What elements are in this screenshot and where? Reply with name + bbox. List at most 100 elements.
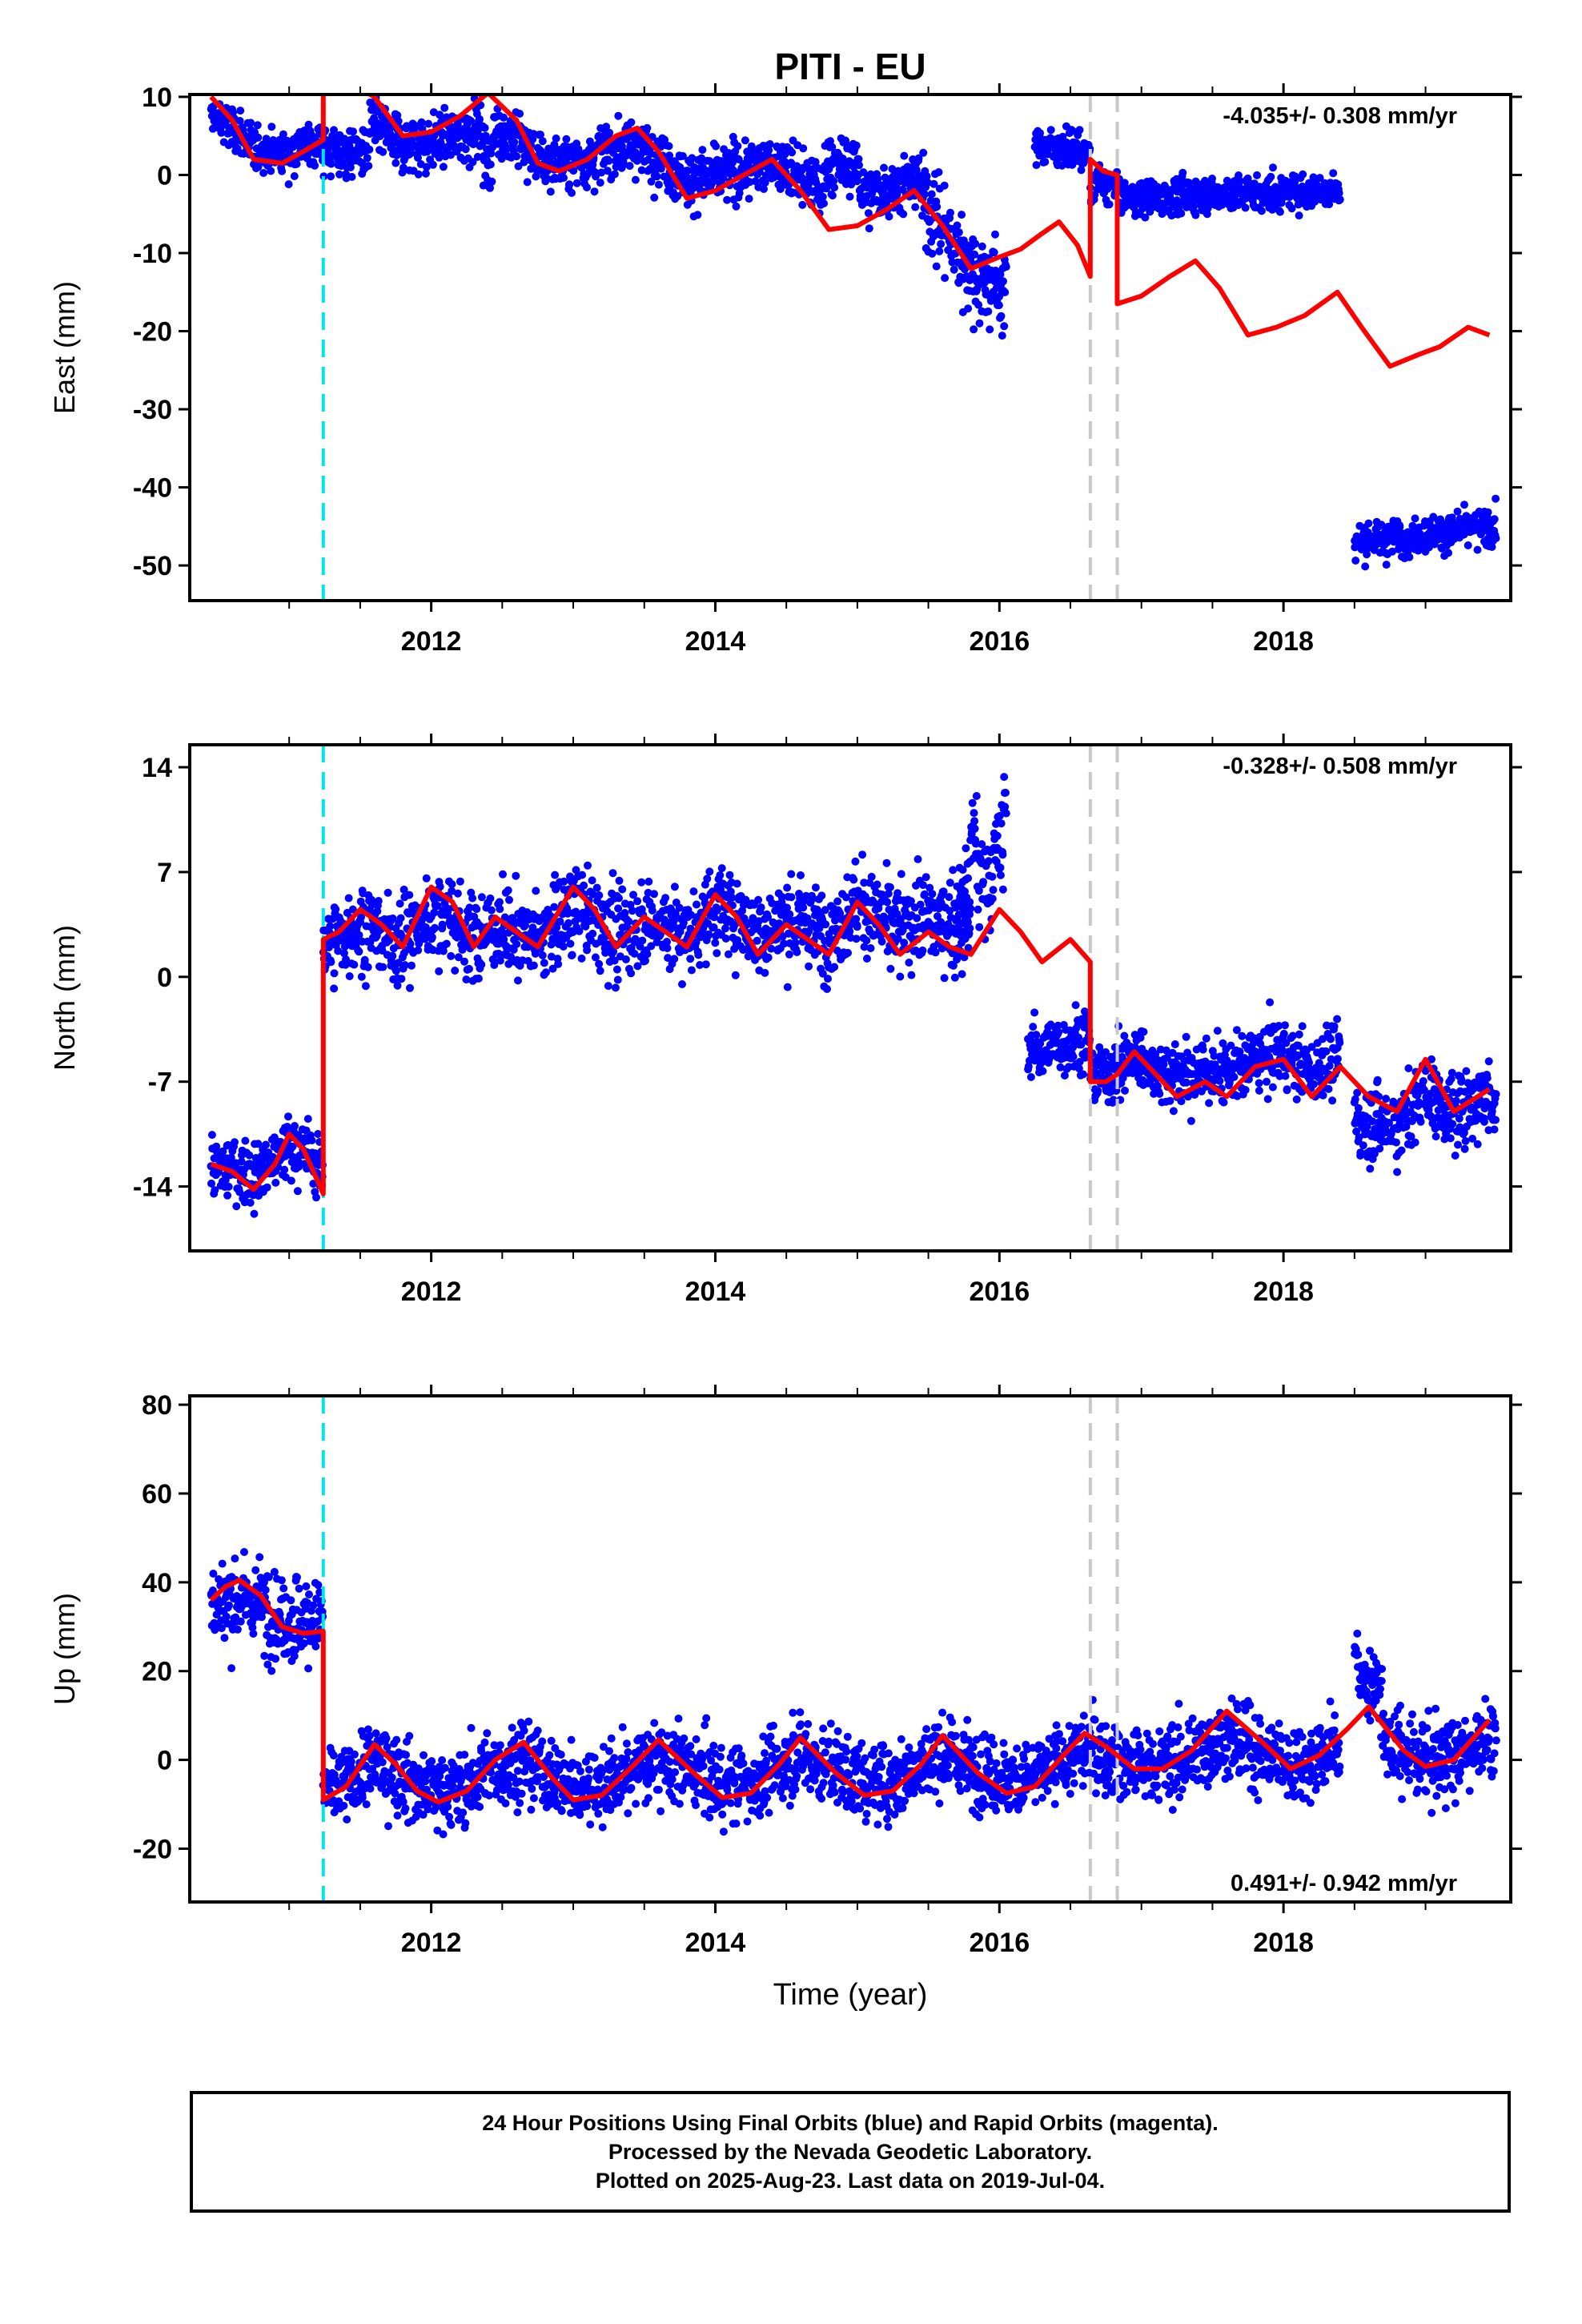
- data-point: [650, 890, 658, 899]
- data-point: [1357, 545, 1366, 554]
- data-point: [945, 893, 954, 902]
- data-point: [724, 950, 733, 959]
- data-point: [232, 1202, 241, 1211]
- data-point: [761, 179, 769, 187]
- data-point: [693, 900, 701, 909]
- data-point: [514, 976, 522, 985]
- data-point: [1361, 562, 1370, 571]
- data-point: [905, 959, 913, 967]
- data-point: [730, 920, 739, 929]
- data-point: [1377, 521, 1386, 529]
- data-point: [1074, 1064, 1083, 1073]
- data-point: [1299, 170, 1307, 179]
- data-point: [367, 901, 376, 909]
- data-point: [994, 301, 1003, 310]
- data-point: [363, 963, 372, 971]
- data-point: [614, 904, 623, 913]
- data-point: [964, 943, 973, 952]
- data-point: [775, 919, 784, 928]
- data-point: [430, 908, 439, 917]
- data-point: [687, 966, 696, 975]
- data-point: [1002, 263, 1010, 271]
- data-point: [811, 158, 820, 167]
- data-point: [326, 922, 335, 931]
- data-point: [921, 873, 930, 882]
- data-point: [975, 319, 984, 328]
- data-point: [1335, 195, 1344, 204]
- data-point: [797, 871, 805, 879]
- data-point: [1118, 1052, 1126, 1061]
- data-point: [436, 111, 444, 119]
- data-point: [964, 874, 973, 883]
- data-point: [361, 982, 370, 991]
- data-point: [1202, 1034, 1211, 1043]
- data-point: [805, 962, 813, 971]
- data-point: [283, 1123, 291, 1131]
- data-point: [852, 141, 861, 150]
- data-point: [538, 137, 547, 146]
- data-point: [1388, 547, 1396, 556]
- data-point: [919, 148, 928, 157]
- data-point: [494, 939, 503, 948]
- data-point: [998, 332, 1006, 340]
- data-point: [988, 872, 997, 881]
- data-point: [852, 935, 861, 943]
- data-point: [217, 128, 226, 137]
- data-point: [1405, 553, 1414, 561]
- data-point: [414, 946, 423, 955]
- data-point: [604, 982, 612, 991]
- data-point: [689, 887, 698, 896]
- data-point: [845, 157, 853, 166]
- data-point: [447, 951, 456, 960]
- data-point: [495, 898, 504, 907]
- data-point: [821, 906, 829, 915]
- data-point: [753, 936, 761, 945]
- data-point: [1263, 1077, 1271, 1086]
- data-point: [564, 919, 573, 927]
- data-point: [330, 984, 339, 993]
- data-point: [931, 948, 940, 957]
- data-point: [723, 195, 732, 204]
- data-point: [760, 185, 768, 193]
- data-point: [447, 151, 455, 159]
- data-point: [259, 169, 268, 177]
- data-point: [972, 792, 981, 800]
- data-point: [958, 866, 967, 875]
- data-point: [516, 110, 524, 118]
- data-point: [974, 905, 982, 914]
- data-point: [862, 955, 871, 963]
- data-point: [978, 242, 986, 251]
- data-point: [379, 147, 387, 156]
- data-point: [665, 142, 673, 151]
- data-point: [560, 877, 568, 886]
- data-point: [687, 911, 696, 919]
- data-point: [799, 903, 808, 912]
- data-point: [631, 175, 640, 184]
- data-point: [349, 127, 357, 136]
- data-point: [818, 969, 827, 978]
- data-point: [897, 870, 905, 879]
- data-point: [1263, 1095, 1272, 1104]
- data-point: [1032, 161, 1041, 170]
- data-point: [487, 906, 496, 915]
- data-point: [963, 898, 972, 907]
- data-point: [785, 910, 794, 919]
- data-point: [767, 944, 776, 953]
- data-point: [777, 892, 786, 901]
- data-point: [1219, 1098, 1228, 1107]
- data-point: [916, 900, 925, 909]
- data-point: [330, 969, 339, 978]
- data-point: [575, 927, 584, 935]
- data-point: [488, 177, 496, 186]
- data-point: [776, 185, 785, 193]
- data-point: [480, 123, 489, 132]
- data-point: [950, 265, 958, 274]
- data-point: [1488, 543, 1496, 551]
- data-point: [468, 158, 477, 167]
- data-point: [930, 179, 938, 188]
- data-point: [732, 202, 741, 211]
- data-point: [1109, 1096, 1118, 1104]
- data-point: [486, 160, 495, 169]
- data-point: [986, 325, 994, 334]
